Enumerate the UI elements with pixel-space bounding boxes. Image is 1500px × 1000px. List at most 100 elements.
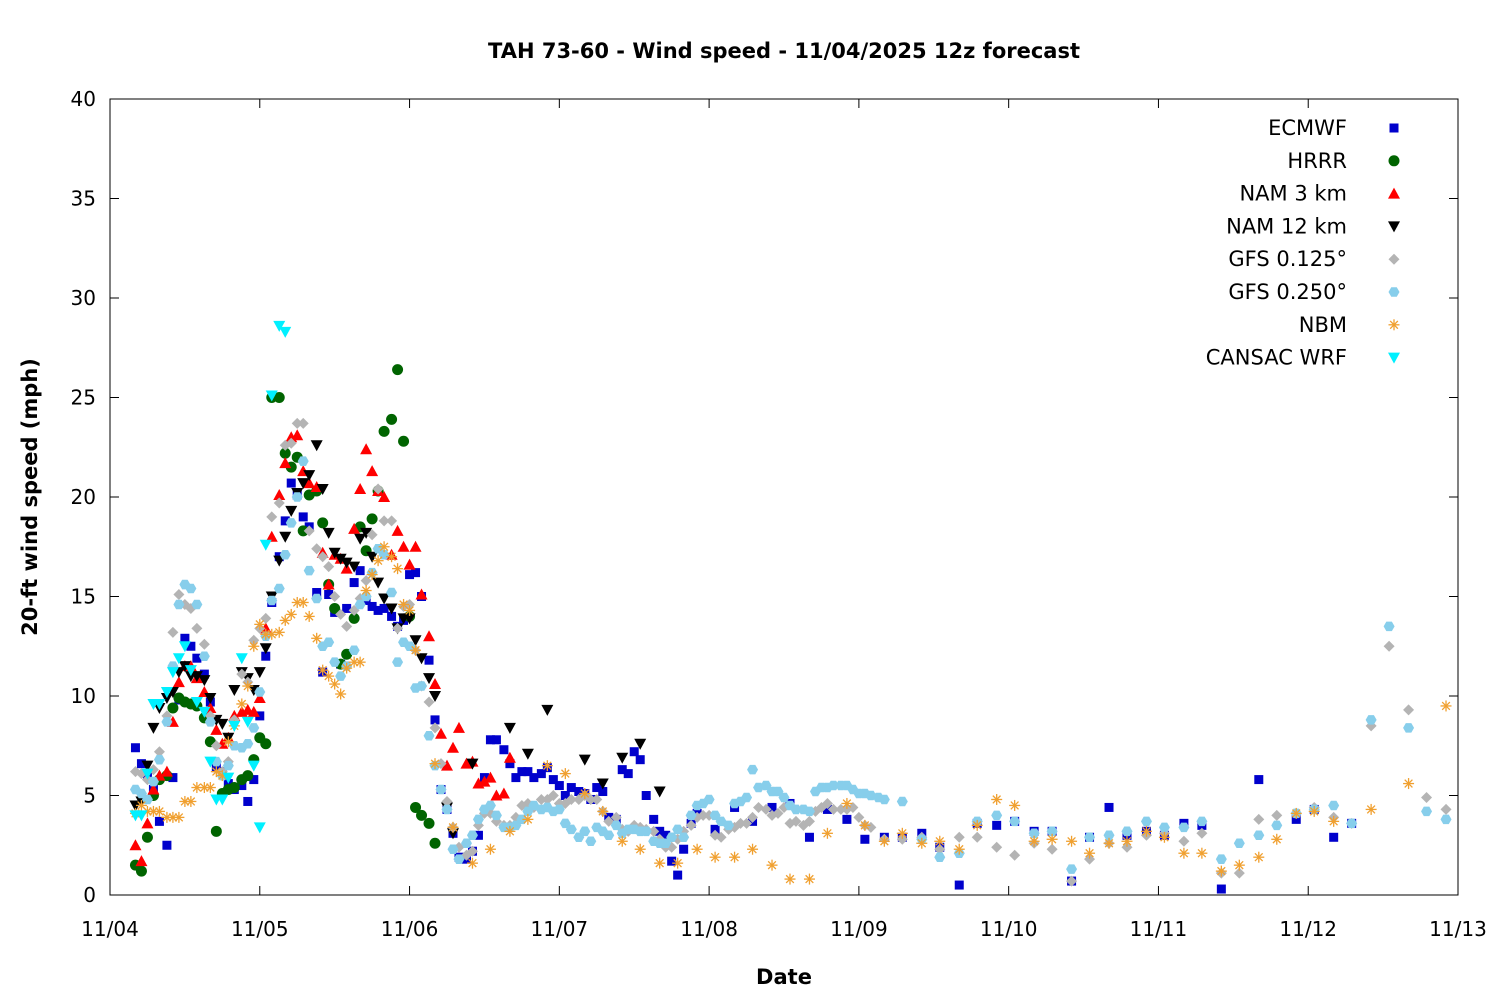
data-point bbox=[1158, 831, 1170, 843]
data-point bbox=[303, 470, 316, 482]
data-point bbox=[291, 429, 304, 441]
x-axis: 11/04 11/05 11/06 11/07 11/08 11/09 11/10 11/11… bbox=[81, 99, 1487, 941]
data-point bbox=[617, 765, 627, 775]
data-point bbox=[253, 822, 266, 834]
data-point bbox=[1046, 843, 1058, 855]
data-point bbox=[565, 824, 577, 835]
data-point bbox=[210, 825, 222, 837]
data-point bbox=[429, 722, 441, 734]
data-point bbox=[747, 843, 759, 855]
data-point bbox=[760, 803, 772, 815]
data-point bbox=[429, 758, 441, 770]
y-tick-label: 40 bbox=[71, 87, 96, 111]
data-point bbox=[592, 783, 602, 793]
data-point bbox=[423, 817, 435, 829]
data-point bbox=[153, 698, 166, 710]
data-point bbox=[160, 765, 173, 777]
data-point bbox=[1233, 859, 1245, 871]
legend-label: NAM 12 km bbox=[1226, 214, 1347, 238]
data-point bbox=[415, 653, 428, 665]
data-point bbox=[297, 525, 309, 537]
legend-label: CANSAC WRF bbox=[1206, 346, 1347, 370]
data-point bbox=[847, 801, 859, 813]
data-point bbox=[1403, 704, 1415, 716]
data-point bbox=[1121, 835, 1133, 847]
data-point bbox=[130, 743, 140, 753]
data-point bbox=[228, 685, 241, 697]
data-point bbox=[298, 512, 308, 522]
data-point bbox=[423, 731, 435, 741]
data-point bbox=[416, 809, 428, 821]
data-point bbox=[649, 814, 659, 824]
data-point bbox=[167, 626, 179, 638]
data-point bbox=[398, 435, 410, 447]
data-point bbox=[173, 811, 185, 823]
data-point bbox=[503, 722, 516, 734]
data-point bbox=[236, 668, 248, 680]
x-tick-label: 11/10 bbox=[980, 917, 1038, 941]
data-point bbox=[591, 793, 603, 805]
data-point bbox=[141, 817, 154, 829]
data-point bbox=[430, 715, 440, 725]
data-point bbox=[173, 589, 185, 601]
data-point bbox=[803, 873, 815, 885]
data-point bbox=[452, 721, 465, 733]
data-point bbox=[334, 553, 347, 565]
data-point bbox=[767, 802, 777, 812]
data-point bbox=[1271, 809, 1283, 821]
data-point bbox=[453, 854, 465, 864]
data-point bbox=[991, 810, 1003, 821]
data-point bbox=[247, 705, 260, 717]
data-point bbox=[329, 591, 341, 602]
data-point bbox=[160, 687, 173, 699]
data-point bbox=[585, 836, 597, 847]
data-point bbox=[166, 667, 179, 679]
data-point bbox=[204, 692, 217, 704]
data-point bbox=[415, 588, 428, 600]
data-point bbox=[822, 804, 832, 814]
data-point bbox=[222, 772, 235, 784]
data-point bbox=[541, 760, 553, 772]
data-point bbox=[992, 820, 1002, 830]
data-point bbox=[691, 843, 703, 855]
data-point bbox=[311, 543, 323, 555]
data-point bbox=[392, 364, 404, 376]
data-point bbox=[236, 698, 248, 710]
data-point bbox=[141, 768, 154, 780]
data-point bbox=[273, 626, 285, 638]
data-point bbox=[709, 851, 721, 863]
data-point bbox=[204, 756, 217, 768]
data-point bbox=[153, 805, 165, 817]
legend-marker bbox=[1388, 352, 1400, 364]
data-point bbox=[153, 746, 165, 758]
data-point bbox=[391, 524, 404, 536]
data-points bbox=[129, 320, 1452, 894]
data-point bbox=[367, 601, 377, 611]
data-point bbox=[528, 800, 540, 811]
data-point bbox=[991, 793, 1003, 805]
data-point bbox=[147, 722, 160, 734]
data-point bbox=[803, 815, 815, 827]
data-point bbox=[222, 736, 234, 748]
data-point bbox=[360, 527, 373, 539]
data-point bbox=[247, 760, 260, 772]
data-point bbox=[579, 826, 591, 837]
data-point bbox=[565, 793, 577, 805]
data-point bbox=[341, 662, 353, 674]
data-point bbox=[598, 787, 608, 797]
data-point bbox=[147, 783, 160, 795]
data-point bbox=[511, 773, 521, 783]
data-point bbox=[466, 857, 478, 869]
data-point bbox=[392, 657, 404, 667]
data-point bbox=[329, 657, 341, 667]
data-point bbox=[896, 796, 908, 807]
data-point bbox=[273, 583, 285, 594]
data-point bbox=[173, 599, 185, 610]
data-point bbox=[1066, 835, 1078, 847]
data-point bbox=[409, 540, 422, 552]
data-point bbox=[505, 759, 515, 769]
data-point bbox=[1178, 822, 1190, 833]
data-point bbox=[167, 702, 179, 714]
data-point bbox=[237, 781, 247, 791]
